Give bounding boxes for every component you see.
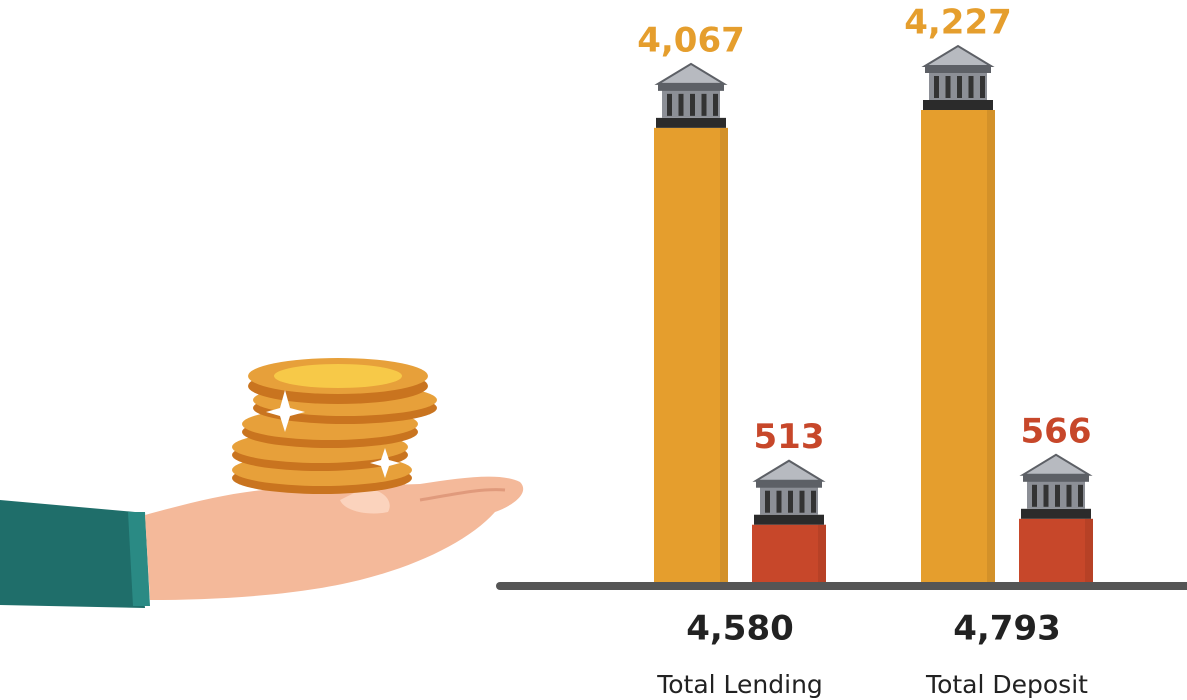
bar [921, 110, 995, 582]
bank-icon [654, 62, 728, 128]
bank-roof [1019, 453, 1093, 476]
bar [1019, 518, 1093, 582]
bank-base [923, 100, 993, 110]
coin-stack [232, 358, 437, 494]
bank-column [799, 490, 805, 513]
bank-column [776, 490, 782, 513]
bank-beam [1023, 474, 1089, 482]
bank-column [1078, 484, 1083, 507]
hand-illustration [0, 358, 524, 608]
bank-column [1066, 484, 1072, 507]
bar [654, 127, 728, 583]
bank-column [788, 490, 793, 513]
bank-roof [752, 459, 826, 482]
bank-base [754, 514, 824, 525]
bank-column [968, 76, 974, 98]
value-label: 4,067 [637, 20, 745, 60]
bank-icon [1019, 453, 1093, 519]
bank-beam [658, 83, 724, 91]
bank-base [1021, 508, 1091, 519]
bank-column [945, 76, 951, 98]
bank-column [1032, 484, 1037, 507]
total-label: 4,793 [953, 609, 1061, 649]
bank-beam [756, 480, 822, 488]
bank-column [678, 93, 684, 116]
bank-base [656, 117, 726, 128]
bank-column [690, 93, 695, 116]
bank-column [1055, 484, 1060, 507]
bank-icon [921, 44, 995, 110]
bank-column [811, 490, 816, 513]
bar-shade [720, 127, 728, 583]
bank-column [957, 76, 962, 98]
category-label: Total Deposit [925, 670, 1088, 699]
bank-roof [921, 44, 995, 67]
value-label: 566 [1021, 411, 1092, 451]
bank-column [765, 490, 770, 513]
bank-column [701, 93, 707, 116]
bar-shade [987, 110, 995, 582]
bar-shade [818, 524, 826, 582]
bank-column [980, 76, 985, 98]
bank-column [667, 93, 672, 116]
value-label: 4,227 [904, 3, 1012, 43]
bank-icon [752, 459, 826, 525]
bank-column [1043, 484, 1049, 507]
bank-column [713, 93, 718, 116]
bar [752, 524, 826, 582]
category-label: Total Lending [656, 670, 823, 699]
total-label: 4,580 [686, 609, 794, 649]
value-label: 513 [754, 417, 825, 457]
bank-roof [654, 62, 728, 85]
bank-beam [925, 66, 991, 73]
bank-column [934, 76, 939, 98]
bar-shade [1085, 518, 1093, 582]
